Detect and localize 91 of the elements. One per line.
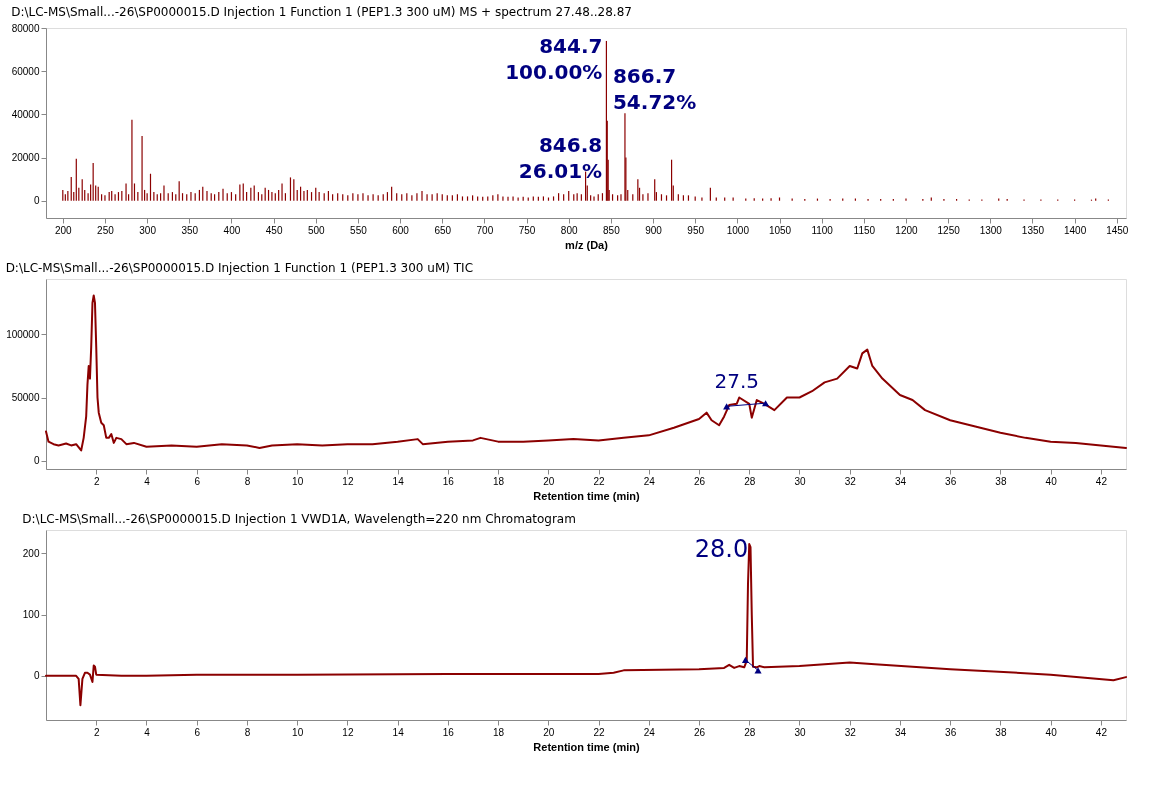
- x-tick-label: 8: [244, 726, 251, 738]
- x-tick-label: 900: [645, 224, 663, 236]
- x-tick-label: 1250: [937, 224, 961, 236]
- x-tick-label: 600: [392, 224, 410, 236]
- x-tick-label: 350: [181, 224, 199, 236]
- x-tick-label: 38: [995, 475, 1007, 487]
- x-tick-label: 650: [434, 224, 452, 236]
- x-tick-label: 1100: [811, 224, 834, 236]
- x-tick-label: 14: [392, 475, 405, 487]
- x-axis-title: Retention time (min): [533, 740, 640, 753]
- x-tick-label: 1400: [1064, 224, 1087, 236]
- x-tick-label: 1300: [979, 224, 1003, 236]
- x-tick-label: 750: [518, 224, 536, 236]
- y-tick-label: 60000: [11, 65, 40, 77]
- x-tick-label: 1350: [1021, 224, 1045, 236]
- x-tick-label: 450: [265, 224, 283, 236]
- x-tick-label: 14: [392, 726, 405, 738]
- x-tick-label: 42: [1095, 726, 1108, 738]
- x-tick-label: 700: [476, 224, 494, 236]
- x-tick-label: 38: [995, 726, 1007, 738]
- x-tick-label: 4: [144, 475, 151, 487]
- x-tick-label: 1450: [1106, 224, 1129, 236]
- x-tick-label: 26: [693, 726, 706, 738]
- x-tick-label: 16: [442, 726, 455, 738]
- x-tick-label: 1150: [853, 224, 876, 236]
- chart-title: D:\LC-MS\Small...-26\SP0000015.D Injection 1 VWD1A, Wavelength=220 nm Chromatogram: [22, 512, 576, 526]
- x-tick-label: 30: [794, 726, 806, 738]
- annotation: 844.7 100.00%: [505, 33, 603, 84]
- x-tick-label: 200: [54, 224, 73, 236]
- x-tick-label: 500: [307, 224, 326, 236]
- x-tick-label: 30: [794, 475, 806, 487]
- x-tick-label: 800: [560, 224, 578, 236]
- y-tick-label: 100: [22, 609, 40, 621]
- y-tick-label: 100000: [6, 328, 40, 340]
- chart-title: D:\LC-MS\Small...-26\SP0000015.D Injection 1 Function 1 (PEP1.3 300 uM) MS + spectrum 27.48..28.87: [11, 5, 632, 19]
- x-tick-label: 34: [894, 726, 907, 738]
- x-tick-label: 2: [93, 475, 100, 487]
- y-tick-label: 200: [22, 547, 40, 559]
- x-tick-label: 10: [292, 726, 304, 738]
- x-tick-label: 32: [844, 726, 857, 738]
- annotation: 846.8 26.01%: [518, 132, 603, 183]
- x-tick-label: 18: [493, 726, 505, 738]
- x-tick-label: 1000: [726, 224, 750, 236]
- chart-title: D:\LC-MS\Small...-26\SP0000015.D Injection 1 Function 1 (PEP1.3 300 uM) TIC: [5, 261, 474, 275]
- x-tick-label: 400: [223, 224, 241, 236]
- y-tick-label: 20000: [11, 152, 40, 164]
- x-tick-label: 6: [194, 726, 201, 738]
- y-tick-label: 0: [33, 455, 40, 467]
- x-tick-label: 22: [593, 726, 606, 738]
- x-axis-title: m/z (Da): [565, 238, 609, 251]
- annotation: 28.0: [694, 535, 749, 564]
- y-tick-label: 80000: [11, 22, 40, 34]
- x-tick-label: 1050: [768, 224, 792, 236]
- y-tick-label: 0: [33, 195, 40, 207]
- x-tick-label: 4: [144, 726, 151, 738]
- x-tick-label: 12: [342, 475, 354, 487]
- x-tick-label: 20: [543, 475, 555, 487]
- x-tick-label: 32: [844, 475, 857, 487]
- x-tick-label: 22: [593, 475, 606, 487]
- x-tick-label: 40: [1045, 475, 1058, 487]
- x-tick-label: 10: [292, 475, 304, 487]
- x-tick-label: 16: [442, 475, 455, 487]
- x-tick-label: 28: [744, 726, 756, 738]
- annotation: 27.5: [714, 368, 759, 393]
- x-axis-title: Retention time (min): [533, 489, 640, 502]
- y-tick-label: 50000: [11, 392, 40, 404]
- x-tick-label: 18: [493, 475, 505, 487]
- x-tick-label: 24: [643, 475, 656, 487]
- x-tick-label: 42: [1095, 475, 1108, 487]
- y-tick-label: 0: [33, 670, 40, 682]
- x-tick-label: 34: [894, 475, 907, 487]
- x-tick-label: 12: [342, 726, 354, 738]
- x-tick-label: 6: [194, 475, 201, 487]
- line-series: [45, 294, 1127, 452]
- x-tick-label: 850: [603, 224, 621, 236]
- x-tick-label: 250: [97, 224, 115, 236]
- x-tick-label: 26: [693, 475, 706, 487]
- x-tick-label: 40: [1045, 726, 1058, 738]
- x-tick-label: 24: [643, 726, 656, 738]
- y-tick-label: 40000: [11, 108, 40, 120]
- x-tick-label: 8: [244, 475, 251, 487]
- x-tick-label: 2: [93, 726, 100, 738]
- x-tick-label: 28: [744, 475, 756, 487]
- x-tick-label: 36: [945, 726, 957, 738]
- x-tick-label: 300: [139, 224, 157, 236]
- x-tick-label: 950: [687, 224, 705, 236]
- x-tick-label: 550: [350, 224, 368, 236]
- x-tick-label: 1200: [895, 224, 919, 236]
- x-tick-label: 20: [543, 726, 555, 738]
- annotation: 866.7 54.72%: [612, 64, 697, 115]
- x-tick-label: 36: [945, 475, 957, 487]
